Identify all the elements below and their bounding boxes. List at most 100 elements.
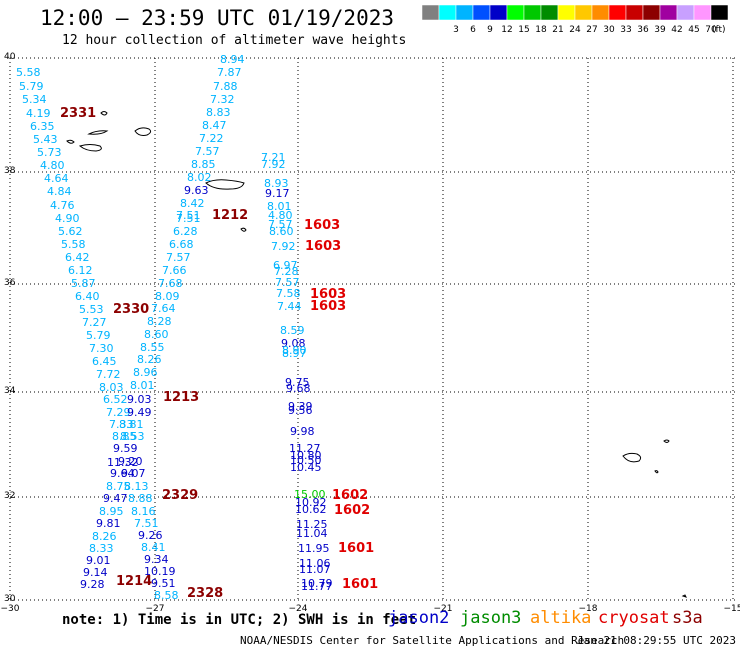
- wave-height-value: 7.68: [158, 277, 183, 290]
- wave-height-value: 8.02: [187, 171, 212, 184]
- wave-height-value: 9.51: [151, 577, 176, 590]
- satellite-name: cryosat: [598, 608, 670, 628]
- legend-swatch: [710, 5, 729, 21]
- wave-height-observations: 5.585.795.344.196.355.435.734.804.644.84…: [16, 53, 333, 602]
- wave-height-value: 5.79: [86, 329, 111, 342]
- wave-height-value: 5.58: [61, 238, 86, 251]
- wave-height-value: 10.92: [295, 496, 327, 509]
- wave-height-value: 6.45: [92, 355, 117, 368]
- wave-height-value: 11.07: [299, 563, 331, 576]
- wave-height-value: 6.68: [169, 238, 194, 251]
- wave-height-value: 8.88: [128, 492, 153, 505]
- wave-height-value: 7.30: [89, 342, 114, 355]
- wave-height-value: 11.32: [107, 456, 139, 469]
- island-desertas: [654, 470, 659, 474]
- wave-height-value: 7.32: [210, 93, 235, 106]
- wave-height-value: 5.58: [16, 66, 41, 79]
- wave-height-value: 6.40: [75, 290, 100, 303]
- island-santa-maria: [240, 227, 247, 232]
- wave-height-value: 7.57: [166, 251, 191, 264]
- wave-height-value: 10.79: [301, 577, 333, 590]
- pass-label: 2328: [187, 586, 223, 601]
- wave-height-value: 8.94: [220, 53, 245, 66]
- wave-height-value: 8.58: [154, 589, 179, 602]
- wave-height-value: 9.63: [184, 184, 209, 197]
- wave-height-value: 7.72: [96, 368, 121, 381]
- wave-height-value: 9.07: [121, 467, 146, 480]
- legend-tick-label: 24: [569, 25, 581, 35]
- latitude-tick-label: 30: [4, 594, 16, 604]
- wave-height-value: 9.39: [288, 400, 313, 413]
- wave-height-value: 4.64: [44, 172, 69, 185]
- satellite-name: altika: [530, 608, 592, 628]
- wave-height-value: 5.53: [79, 303, 104, 316]
- wave-height-value: 8.85: [112, 430, 137, 443]
- wave-height-value: 8.16: [131, 505, 156, 518]
- wave-height-value: 5.62: [58, 225, 83, 238]
- longitude-tick-label: −27: [146, 604, 165, 614]
- pass-number-labels: 2331121223301213232912142328160316031603…: [60, 106, 378, 601]
- wave-height-value: 5.87: [71, 277, 96, 290]
- wave-height-value: 9.28: [80, 578, 105, 591]
- wave-height-value: 8.01: [267, 200, 292, 213]
- latitude-tick-label: 36: [4, 278, 16, 288]
- wave-height-value: 9.64: [110, 467, 135, 480]
- axis-tick-labels: −30 −27 −24 −21 −18 −15 40 38 36 34 32 30: [1, 52, 740, 614]
- island-sao-miguel: [205, 179, 245, 190]
- legend-tick-label: 15: [518, 25, 529, 35]
- wave-height-value: 8.83: [206, 106, 231, 119]
- pass-label: 1602: [334, 503, 370, 518]
- wave-height-value: 10.50: [290, 454, 322, 467]
- wave-height-value: 8.41: [141, 541, 166, 554]
- latitude-tick-label: 34: [4, 386, 16, 396]
- wave-height-value: 9.01: [86, 554, 111, 567]
- legend-tick-label: 27: [586, 25, 597, 35]
- legend-tick-label: 12: [501, 25, 512, 35]
- pass-label: 1212: [212, 208, 248, 223]
- wave-height-value: 7.51: [134, 517, 159, 530]
- wave-height-value: 11.06: [299, 557, 331, 570]
- legend-tick-label: 3: [453, 25, 459, 35]
- wave-height-value: 4.80: [268, 209, 293, 222]
- wave-height-value: 7.92: [261, 158, 286, 171]
- wave-height-value: 15.00: [294, 488, 326, 501]
- pass-label: 1601: [338, 541, 374, 556]
- wave-height-value: 10.62: [295, 503, 327, 516]
- wave-height-value: 8.26: [92, 530, 117, 543]
- wave-height-value: 9.08: [281, 337, 306, 350]
- wave-height-value: 7.66: [162, 264, 187, 277]
- island-pico: [78, 144, 102, 152]
- longitude-tick-label: −24: [289, 604, 308, 614]
- pass-label: 2331: [60, 106, 96, 121]
- wave-height-value: 9.56: [288, 404, 313, 417]
- wave-height-value: 8.47: [202, 119, 227, 132]
- legend-tick-label: 42: [671, 25, 682, 35]
- legend-tick-label: 9: [487, 25, 493, 35]
- wave-height-value: 6.28: [173, 225, 198, 238]
- wave-height-value: 4.84: [47, 185, 72, 198]
- wave-height-value: 8.03: [99, 381, 124, 394]
- wave-height-value: 8.09: [155, 290, 180, 303]
- legend-tick-label: 33: [620, 25, 631, 35]
- longitude-tick-label: −21: [434, 604, 453, 614]
- wave-height-value: 9.26: [138, 529, 163, 542]
- longitude-tick-label: −30: [1, 604, 20, 614]
- longitude-tick-label: −15: [724, 604, 740, 614]
- wave-height-value: 7.21: [261, 151, 286, 164]
- wave-height-value: 7.29: [106, 406, 131, 419]
- wave-height-value: 8.26: [137, 353, 162, 366]
- wave-height-value: 9.81: [96, 517, 121, 530]
- latitude-tick-label: 38: [4, 166, 16, 176]
- pass-label: 1603: [310, 287, 346, 302]
- island-flores: [100, 111, 108, 116]
- legend-tick-label: 18: [535, 25, 547, 35]
- wave-height-value: 8.28: [147, 315, 172, 328]
- wave-height-value: 7.44: [277, 300, 302, 313]
- wave-height-value: 8.81: [119, 418, 144, 431]
- wave-height-value: 8.59: [280, 324, 305, 337]
- wave-height-value: 11.04: [296, 527, 328, 540]
- legend-tick-label: 70: [705, 25, 717, 35]
- wave-height-value: 7.57: [275, 276, 300, 289]
- wave-height-value: 9.47: [103, 492, 128, 505]
